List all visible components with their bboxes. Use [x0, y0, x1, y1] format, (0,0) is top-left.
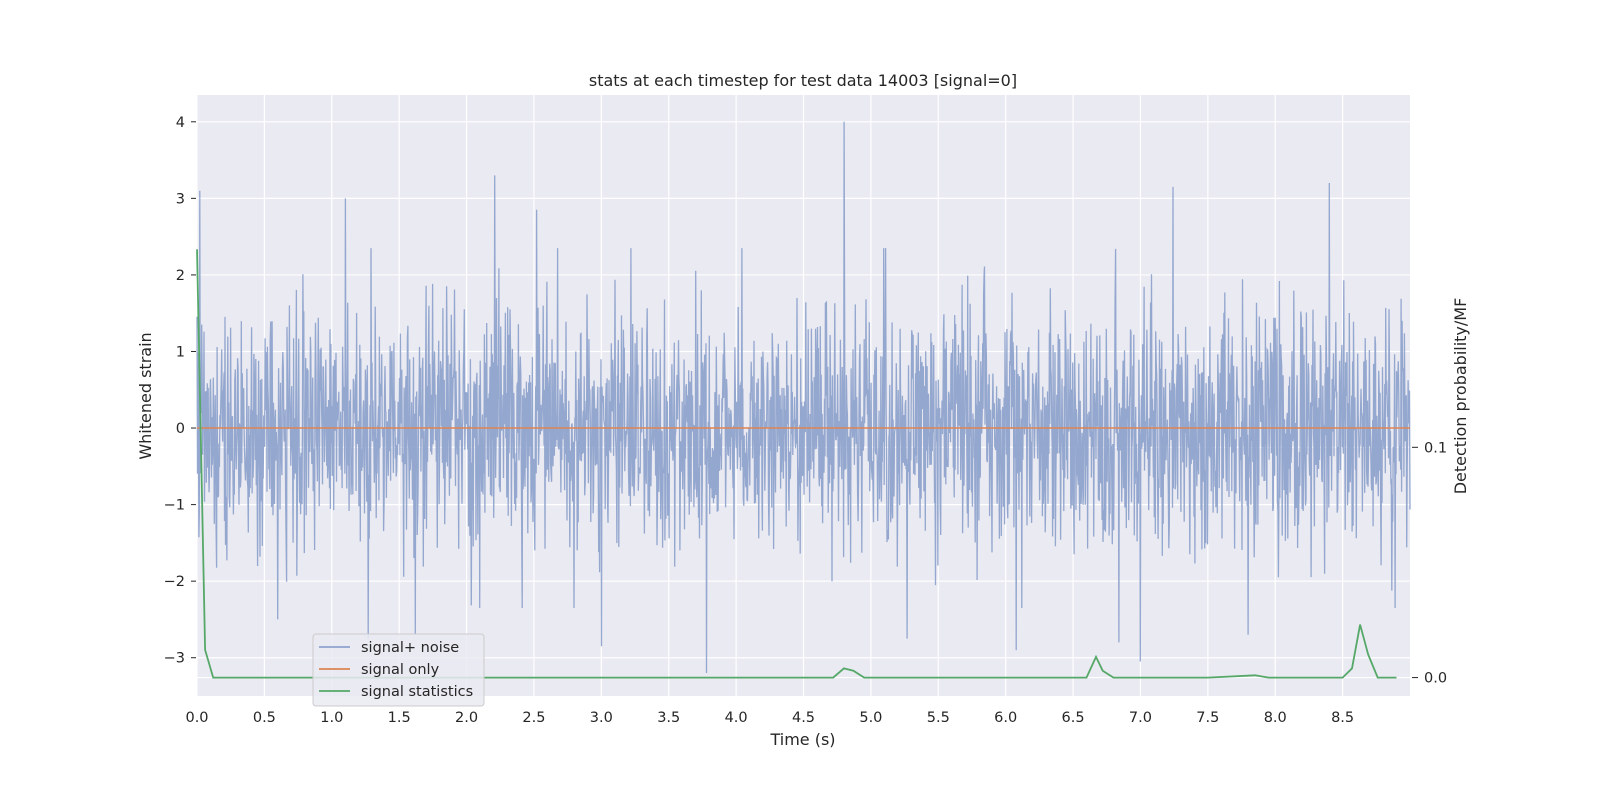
legend-label-signal-statistics: signal statistics: [361, 684, 473, 700]
x-tick-label: 6.0: [994, 710, 1017, 726]
x-axis-label: Time (s): [769, 730, 835, 749]
y-tick-labels: 4 3 2 1 0 −1 −2 −3: [164, 115, 196, 667]
x-tick-label: 8.5: [1331, 710, 1354, 726]
y-tick-label: 3: [176, 191, 185, 207]
y2-axis-label: Detection probability/MF: [1451, 298, 1470, 495]
x-tick-label: 4.0: [725, 710, 748, 726]
legend-label-signal-only: signal only: [361, 662, 440, 678]
x-tick-label: 6.5: [1062, 710, 1085, 726]
x-tick-label: 5.0: [859, 710, 882, 726]
x-tick-label: 0.0: [185, 710, 208, 726]
y2-tick-label: 0.1: [1424, 440, 1447, 456]
series-signal-noise: [196, 121, 1411, 674]
legend-box: [312, 633, 485, 707]
y2-tick-labels: 0.1 0.0: [1412, 440, 1447, 687]
x-tick-label: 3.0: [590, 710, 613, 726]
x-tick-label: 7.5: [1196, 710, 1219, 726]
legend: signal+ noise signal only signal statist…: [312, 633, 485, 707]
x-tick-label: 7.0: [1129, 710, 1152, 726]
y-tick-label: 2: [176, 268, 185, 284]
line-signal-noise: [196, 121, 1411, 674]
x-tick-label: 3.5: [657, 710, 680, 726]
legend-label-signal-noise: signal+ noise: [361, 640, 459, 656]
x-tick-label: 5.5: [927, 710, 950, 726]
x-tick-label: 2.0: [455, 710, 478, 726]
x-tick-label: 2.5: [522, 710, 545, 726]
y-tick-label: −3: [164, 651, 185, 667]
x-tick-label: 0.5: [253, 710, 276, 726]
x-tick-label: 1.0: [320, 710, 343, 726]
y-tick-label: 0: [176, 421, 185, 437]
y-axis-label: Whitened strain: [136, 332, 155, 459]
y-tick-label: 1: [176, 344, 185, 360]
y-tick-label: −1: [164, 498, 185, 514]
y-tick-label: −2: [164, 574, 185, 590]
y2-tick-label: 0.0: [1424, 671, 1447, 687]
x-tick-labels: 0.0 0.5 1.0 1.5 2.0 2.5 3.0 3.5 4.0 4.5 5.0 5.5 6.0 6…: [185, 710, 1354, 726]
x-tick-label: 4.5: [792, 710, 815, 726]
y-tick-label: 4: [176, 115, 185, 131]
x-tick-label: 8.0: [1264, 710, 1287, 726]
x-tick-label: 1.5: [388, 710, 411, 726]
chart-title: stats at each timestep for test data 140…: [589, 71, 1017, 90]
